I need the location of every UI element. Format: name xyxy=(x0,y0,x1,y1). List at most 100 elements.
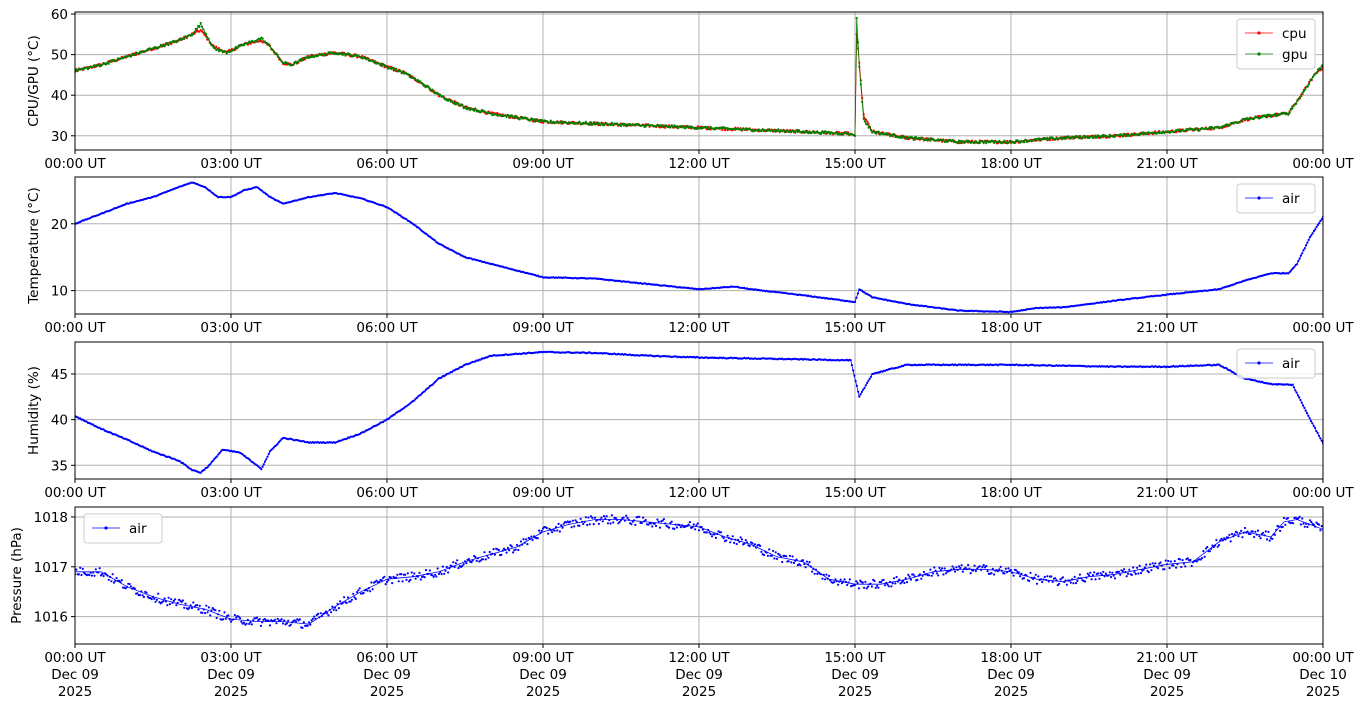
data-point xyxy=(826,577,829,580)
data-point xyxy=(263,40,267,43)
data-point xyxy=(198,604,201,607)
data-point xyxy=(471,559,474,562)
data-point xyxy=(492,548,495,551)
data-point xyxy=(1145,563,1148,566)
data-point xyxy=(463,560,467,563)
data-point xyxy=(337,607,340,610)
data-point xyxy=(200,25,204,28)
data-point xyxy=(887,585,890,588)
data-point xyxy=(1293,265,1296,268)
data-point xyxy=(323,54,326,57)
data-point xyxy=(1313,74,1316,77)
data-point xyxy=(1262,531,1265,534)
data-point xyxy=(493,553,496,556)
data-point xyxy=(967,563,970,567)
data-point xyxy=(735,542,738,546)
data-point xyxy=(930,574,933,577)
data-point xyxy=(170,43,173,46)
data-point xyxy=(816,130,819,133)
data-point xyxy=(241,453,244,456)
data-point xyxy=(1310,234,1313,237)
data-point xyxy=(691,526,694,529)
data-point xyxy=(163,45,166,48)
data-point xyxy=(435,379,438,382)
data-point xyxy=(765,551,768,554)
data-point xyxy=(1061,576,1065,579)
data-point xyxy=(162,600,165,603)
data-point xyxy=(651,525,654,528)
data-point xyxy=(408,73,411,76)
data-point xyxy=(647,523,650,526)
data-point xyxy=(332,608,335,611)
data-point xyxy=(521,543,524,546)
data-point xyxy=(1319,220,1322,223)
data-point xyxy=(1195,560,1198,563)
data-point xyxy=(941,567,944,570)
data-point xyxy=(1022,141,1026,144)
data-point xyxy=(1230,532,1234,536)
legend: air xyxy=(1236,348,1316,379)
data-point xyxy=(976,567,979,570)
data-point xyxy=(207,465,210,468)
data-point xyxy=(1273,533,1276,536)
data-point xyxy=(579,517,582,520)
legend-swatch-marker xyxy=(1257,31,1261,35)
data-point xyxy=(517,548,520,552)
data-point xyxy=(1147,571,1150,574)
data-point xyxy=(85,66,88,69)
data-point xyxy=(184,463,187,466)
data-point xyxy=(1299,523,1302,526)
x-tick-label: 06:00 UT xyxy=(356,320,418,336)
data-point xyxy=(791,555,794,558)
data-point xyxy=(224,617,227,620)
data-point xyxy=(746,541,749,544)
data-point xyxy=(1275,115,1278,118)
data-point xyxy=(1158,129,1161,133)
data-point xyxy=(1123,568,1126,571)
data-point xyxy=(1013,141,1017,145)
data-point xyxy=(1198,129,1201,132)
data-point xyxy=(1051,136,1054,139)
data-point xyxy=(893,133,896,136)
data-point xyxy=(1042,578,1045,581)
data-point xyxy=(1004,567,1007,570)
data-point xyxy=(138,51,142,55)
data-point xyxy=(154,600,157,603)
data-point xyxy=(929,568,932,571)
data-point xyxy=(260,39,263,43)
data-point xyxy=(1136,566,1139,569)
data-point xyxy=(1215,539,1218,542)
data-point xyxy=(1202,550,1205,553)
data-point xyxy=(488,550,491,554)
data-point xyxy=(522,538,525,541)
data-point xyxy=(314,617,317,620)
data-point xyxy=(701,528,705,531)
data-point xyxy=(298,618,301,621)
data-point xyxy=(511,116,515,119)
data-point xyxy=(1099,572,1102,575)
data-point xyxy=(821,577,824,580)
data-point xyxy=(822,132,825,135)
data-point xyxy=(229,620,233,623)
data-point xyxy=(391,66,394,69)
data-point xyxy=(583,122,586,125)
data-point xyxy=(775,557,779,561)
data-point xyxy=(1217,544,1221,547)
data-point xyxy=(453,565,456,569)
data-point xyxy=(444,569,447,572)
y-tick-label: 50 xyxy=(51,48,68,64)
data-point xyxy=(400,573,403,576)
data-point xyxy=(720,531,723,534)
data-point xyxy=(822,573,825,576)
data-point xyxy=(352,592,355,595)
data-point xyxy=(311,617,314,620)
data-point xyxy=(681,126,684,129)
data-point xyxy=(600,121,603,125)
data-point xyxy=(978,141,981,144)
data-point xyxy=(1009,569,1013,572)
data-point xyxy=(1240,529,1243,533)
data-point xyxy=(174,598,177,601)
data-point xyxy=(401,70,405,73)
data-point xyxy=(705,126,708,129)
data-point xyxy=(326,612,329,615)
